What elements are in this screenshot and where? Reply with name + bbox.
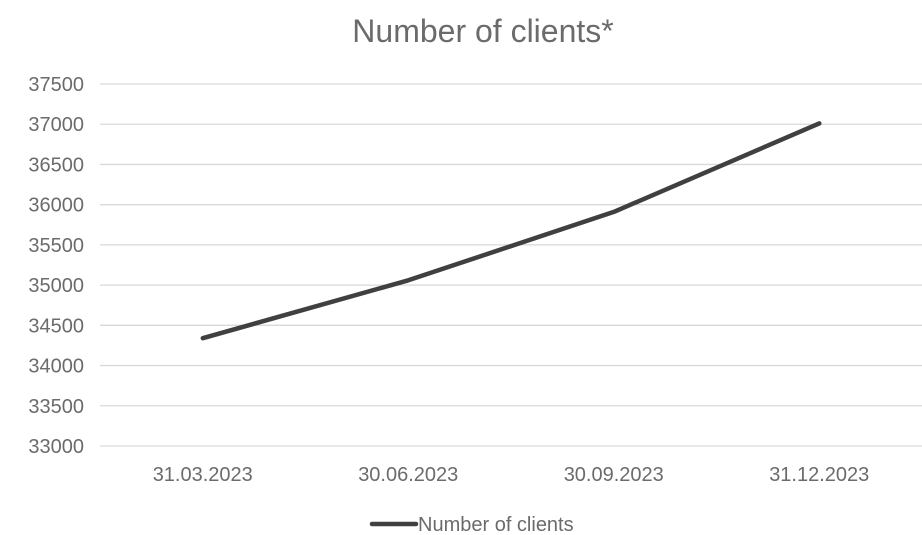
- y-tick-label: 37000: [28, 114, 84, 136]
- legend: Number of clients: [369, 514, 574, 535]
- y-tick-label: 36500: [28, 154, 84, 176]
- x-tick-label: 31.12.2023: [769, 464, 869, 486]
- y-tick-label: 35000: [28, 275, 84, 297]
- y-tick-label: 36000: [28, 195, 84, 217]
- y-axis-tick-labels: 33000 33500 34000 34500 35000 35500 36000 36500…: [28, 74, 84, 458]
- series-layer: [200, 121, 822, 341]
- chart-title: Number of clients*: [352, 13, 613, 49]
- y-tick-label: 37500: [28, 74, 84, 96]
- x-tick-label: 30.06.2023: [358, 464, 458, 486]
- legend-label: Number of clients: [418, 514, 574, 535]
- gridlines: [100, 83, 922, 447]
- x-axis-tick-labels: 31.03.2023 30.06.2023 30.09.2023 31.12.2023: [153, 464, 870, 486]
- y-tick-label: 34000: [28, 356, 84, 378]
- x-tick-label: 30.09.2023: [564, 464, 664, 486]
- y-tick-label: 33500: [28, 396, 84, 418]
- x-tick-label: 31.03.2023: [153, 464, 253, 486]
- y-tick-label: 35500: [28, 235, 84, 257]
- y-tick-label: 34500: [28, 315, 84, 337]
- y-tick-label: 33000: [28, 436, 84, 458]
- series-line: [200, 121, 822, 341]
